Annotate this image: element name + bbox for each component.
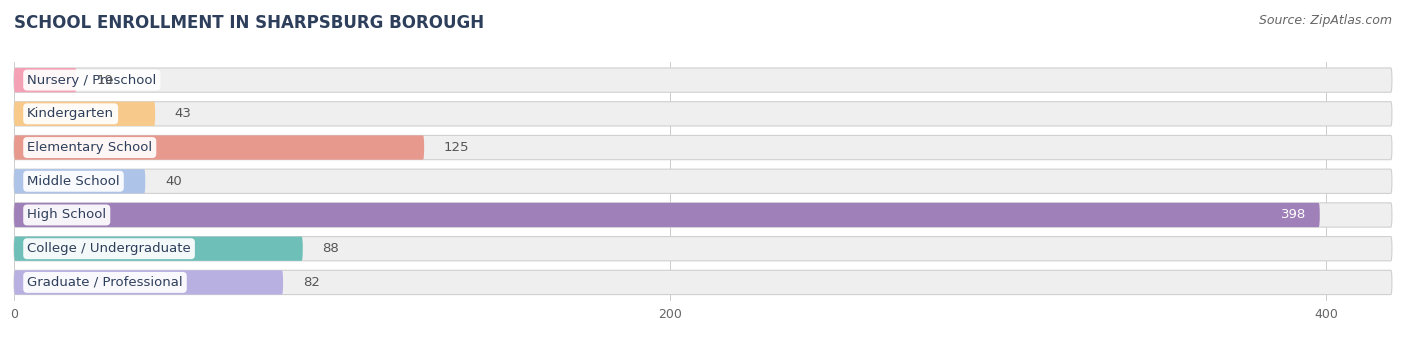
Text: 88: 88 bbox=[322, 242, 339, 255]
Text: 125: 125 bbox=[444, 141, 470, 154]
FancyBboxPatch shape bbox=[14, 102, 155, 126]
Text: SCHOOL ENROLLMENT IN SHARPSBURG BOROUGH: SCHOOL ENROLLMENT IN SHARPSBURG BOROUGH bbox=[14, 14, 484, 32]
FancyBboxPatch shape bbox=[14, 68, 76, 92]
FancyBboxPatch shape bbox=[14, 203, 1392, 227]
Text: Graduate / Professional: Graduate / Professional bbox=[27, 276, 183, 289]
FancyBboxPatch shape bbox=[14, 237, 302, 261]
FancyBboxPatch shape bbox=[14, 102, 1392, 126]
Text: 19: 19 bbox=[96, 74, 112, 87]
Text: 43: 43 bbox=[174, 107, 191, 120]
Text: College / Undergraduate: College / Undergraduate bbox=[27, 242, 191, 255]
FancyBboxPatch shape bbox=[14, 270, 1392, 294]
FancyBboxPatch shape bbox=[14, 270, 283, 294]
Text: Kindergarten: Kindergarten bbox=[27, 107, 114, 120]
Text: Middle School: Middle School bbox=[27, 175, 120, 188]
FancyBboxPatch shape bbox=[14, 203, 1320, 227]
FancyBboxPatch shape bbox=[14, 135, 425, 160]
FancyBboxPatch shape bbox=[14, 135, 1392, 160]
Text: Elementary School: Elementary School bbox=[27, 141, 152, 154]
Text: High School: High School bbox=[27, 209, 107, 222]
FancyBboxPatch shape bbox=[14, 237, 1392, 261]
Text: 82: 82 bbox=[302, 276, 319, 289]
FancyBboxPatch shape bbox=[14, 169, 1392, 193]
Text: Nursery / Preschool: Nursery / Preschool bbox=[27, 74, 156, 87]
Text: 398: 398 bbox=[1281, 209, 1306, 222]
Text: 40: 40 bbox=[165, 175, 181, 188]
FancyBboxPatch shape bbox=[14, 169, 145, 193]
FancyBboxPatch shape bbox=[14, 68, 1392, 92]
Text: Source: ZipAtlas.com: Source: ZipAtlas.com bbox=[1258, 14, 1392, 27]
